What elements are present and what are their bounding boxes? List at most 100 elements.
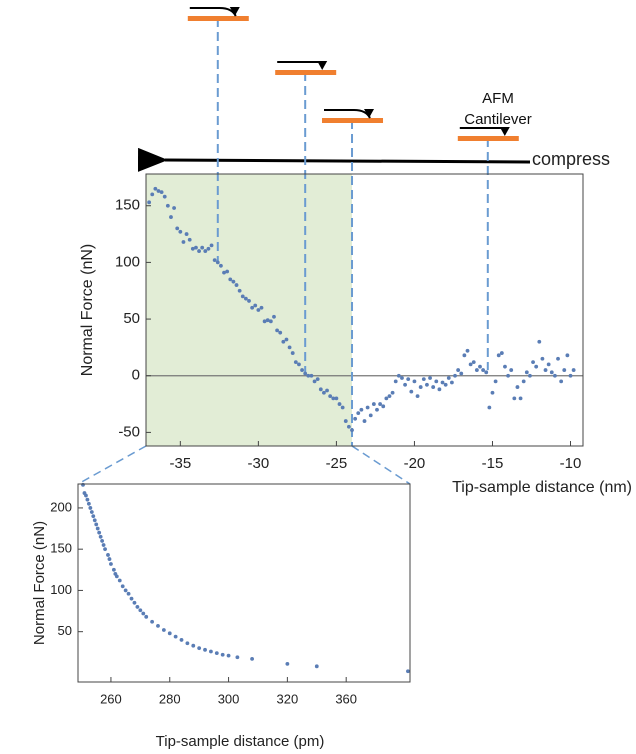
data-point: [109, 562, 113, 566]
x-tick-label: -10: [560, 455, 582, 472]
y-tick-label: 150: [50, 541, 72, 556]
data-point: [98, 534, 103, 539]
data-point: [403, 382, 407, 387]
data-point: [203, 249, 208, 253]
data-point: [234, 283, 239, 287]
data-point: [194, 245, 198, 250]
data-point: [528, 373, 532, 378]
data-point: [303, 371, 308, 376]
data-point: [275, 328, 279, 333]
data-point: [340, 405, 345, 410]
cantilever: [275, 70, 337, 75]
data-point: [553, 373, 557, 378]
data-point: [191, 643, 196, 648]
data-point: [184, 232, 189, 236]
data-point: [325, 388, 329, 393]
y-tick-label: 50: [123, 310, 140, 327]
data-point: [81, 482, 85, 487]
data-point: [309, 373, 314, 378]
cantilever-tip: [317, 61, 328, 70]
cantilever-tip: [499, 127, 510, 136]
data-point: [250, 657, 254, 661]
data-point: [368, 413, 373, 418]
data-point: [499, 351, 504, 355]
data-point: [537, 339, 542, 344]
cantilever-tip: [324, 109, 371, 119]
data-point: [179, 638, 184, 642]
data-point: [268, 319, 273, 324]
data-point: [153, 186, 158, 191]
data-point: [496, 353, 501, 358]
data-point: [446, 376, 451, 380]
data-point: [450, 380, 454, 385]
data-point: [219, 263, 223, 268]
data-point: [107, 557, 112, 561]
data-point: [123, 588, 128, 593]
data-point: [356, 411, 361, 416]
data-point: [197, 646, 202, 651]
data-point: [484, 370, 489, 375]
data-point: [287, 345, 292, 350]
data-point: [231, 279, 236, 284]
data-point: [89, 510, 94, 514]
data-point: [509, 368, 514, 372]
data-point: [132, 600, 137, 605]
x-tick-label: 320: [277, 691, 299, 706]
data-point: [503, 364, 507, 369]
data-point: [300, 368, 304, 372]
data-point: [120, 584, 125, 589]
y-tick-label: 50: [58, 623, 72, 638]
data-point: [206, 246, 211, 251]
data-point: [253, 303, 258, 308]
data-point: [534, 364, 539, 369]
x-tick-label: 300: [218, 691, 240, 706]
data-point: [312, 379, 317, 384]
data-point: [431, 385, 436, 389]
cantilever: [187, 16, 249, 21]
data-point: [293, 360, 298, 365]
data-point: [117, 578, 122, 583]
data-point: [506, 373, 510, 378]
plot-frame: [77, 483, 411, 683]
data-point: [256, 308, 261, 312]
data-point: [103, 547, 107, 552]
x-tick-label: 260: [100, 691, 122, 706]
data-point: [474, 368, 479, 372]
data-point: [187, 237, 192, 242]
data-point: [318, 387, 323, 392]
data-point: [141, 611, 146, 616]
data-point: [197, 249, 201, 253]
data-point: [421, 377, 426, 382]
data-point: [181, 240, 186, 244]
x-tick-label: -35: [169, 455, 191, 472]
data-point: [144, 614, 149, 619]
data-point: [101, 543, 106, 547]
data-point: [568, 373, 573, 378]
data-point: [415, 394, 420, 399]
data-point: [111, 567, 116, 572]
data-point: [543, 368, 548, 372]
data-point: [387, 394, 392, 399]
y-tick-label: 100: [115, 253, 140, 270]
data-point: [371, 402, 376, 406]
x-tick-label: -20: [404, 455, 426, 472]
y-tick-label: -50: [118, 423, 140, 440]
data-point: [167, 631, 172, 636]
data-point: [209, 649, 213, 654]
data-point: [281, 339, 286, 344]
data-point: [443, 382, 448, 387]
data-point: [412, 379, 417, 384]
cantilever-tip: [189, 7, 237, 17]
data-point: [425, 382, 429, 387]
data-point: [114, 574, 119, 579]
data-point: [359, 407, 364, 412]
data-point: [85, 497, 90, 502]
cantilever-tip: [229, 7, 240, 16]
data-point: [562, 368, 567, 372]
data-point: [91, 514, 96, 519]
x-axis-label: Tip-sample distance (nm): [452, 479, 632, 496]
data-point: [518, 396, 523, 401]
data-point: [212, 258, 217, 263]
data-point: [559, 379, 564, 384]
